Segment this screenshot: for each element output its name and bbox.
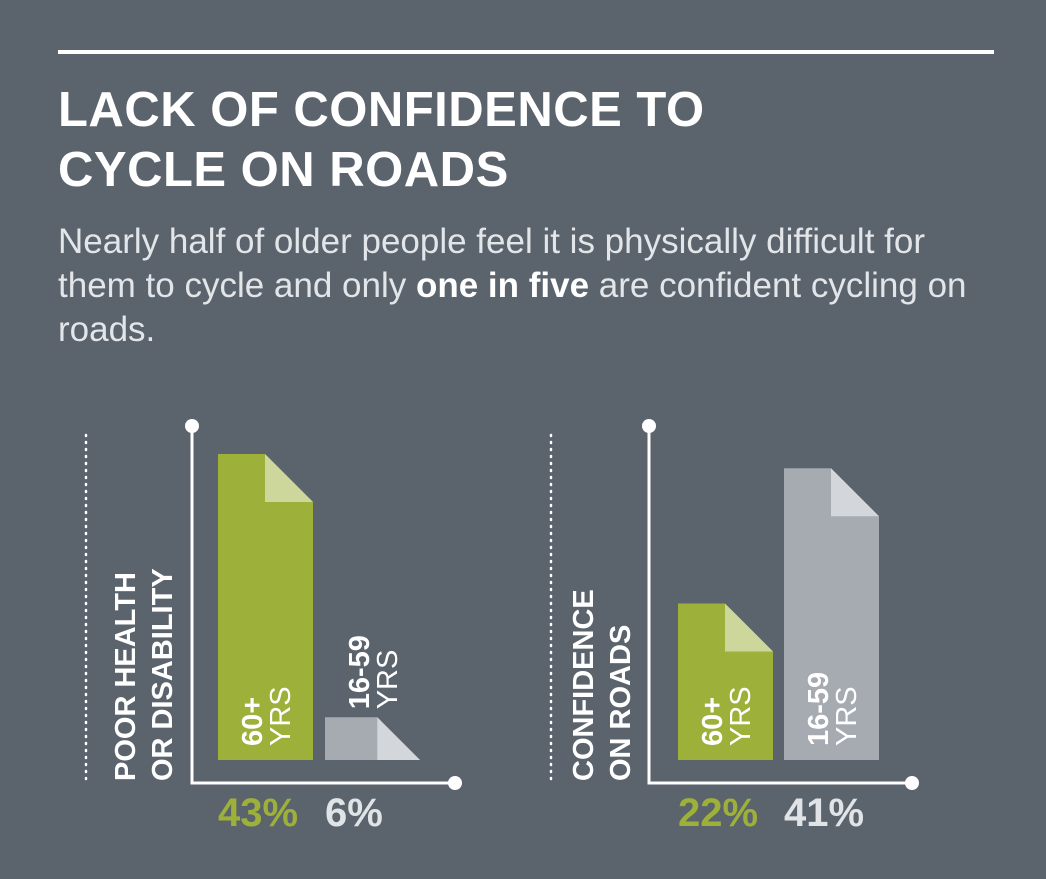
chart-2-axes: [647, 426, 912, 785]
chart-2-axis-top-dot: [642, 419, 656, 433]
chart-1-axis-top-dot: [185, 419, 199, 433]
chart-1-axis-end-dot: [448, 776, 462, 790]
chart-2-bar-2: [784, 468, 879, 760]
subtitle-text-1: Nearly half of older people feel it is p…: [58, 222, 926, 305]
chart-1-bar-1: [218, 454, 313, 760]
page-title: LACK OF CONFIDENCE TO CYCLE ON ROADS: [58, 80, 998, 200]
chart-1-bar-1-age-label: 60+: [237, 697, 269, 746]
chart-2-bar-2-age-unit: YRS: [831, 686, 863, 746]
chart-1-bar-1-value-label: 43%: [218, 791, 298, 835]
chart-2-bar-2-value-label: 41%: [784, 791, 864, 835]
chart-2-bar-1-value-label: 22%: [678, 791, 758, 835]
chart-1-bar-2-age-label: 16-59: [344, 635, 376, 709]
chart-1-bar-1-fold: [265, 454, 313, 502]
chart-2-axis-end-dot: [905, 776, 919, 790]
chart-2-bar-2-fold: [831, 468, 879, 517]
chart-2-category-label-line-1: CONFIDENCE: [568, 589, 600, 781]
top-divider: [58, 50, 994, 54]
chart-1-category-label-line-2: OR DISABILITY: [147, 568, 179, 781]
chart-1-bar-2-fold: [377, 717, 420, 760]
title-line-1: LACK OF CONFIDENCE TO: [58, 83, 705, 137]
chart-2-bar-2-age-label: 16-59: [803, 672, 835, 746]
chart-2-bar-1-age-unit: YRS: [725, 686, 757, 746]
chart-2-bar-1-age-label: 60+: [697, 697, 729, 746]
title-line-2: CYCLE ON ROADS: [58, 143, 509, 197]
chart-2-category-label-line-2: ON ROADS: [605, 625, 637, 781]
chart-1-category-label-line-1: POOR HEALTH: [110, 572, 142, 781]
chart-1-bar-2-age-unit: YRS: [372, 650, 404, 710]
chart-1-bar-1-age-unit: YRS: [265, 686, 297, 746]
subtitle-emphasis: one in five: [415, 266, 590, 305]
subtitle-text-2: are confident cycling on roads.: [58, 266, 967, 349]
subtitle: Nearly half of older people feel it is p…: [58, 220, 1008, 352]
chart-2-bar-1-fold: [725, 603, 773, 652]
chart-1-bar-2-value-label: 6%: [325, 791, 383, 835]
chart-1-axes: [190, 426, 455, 785]
